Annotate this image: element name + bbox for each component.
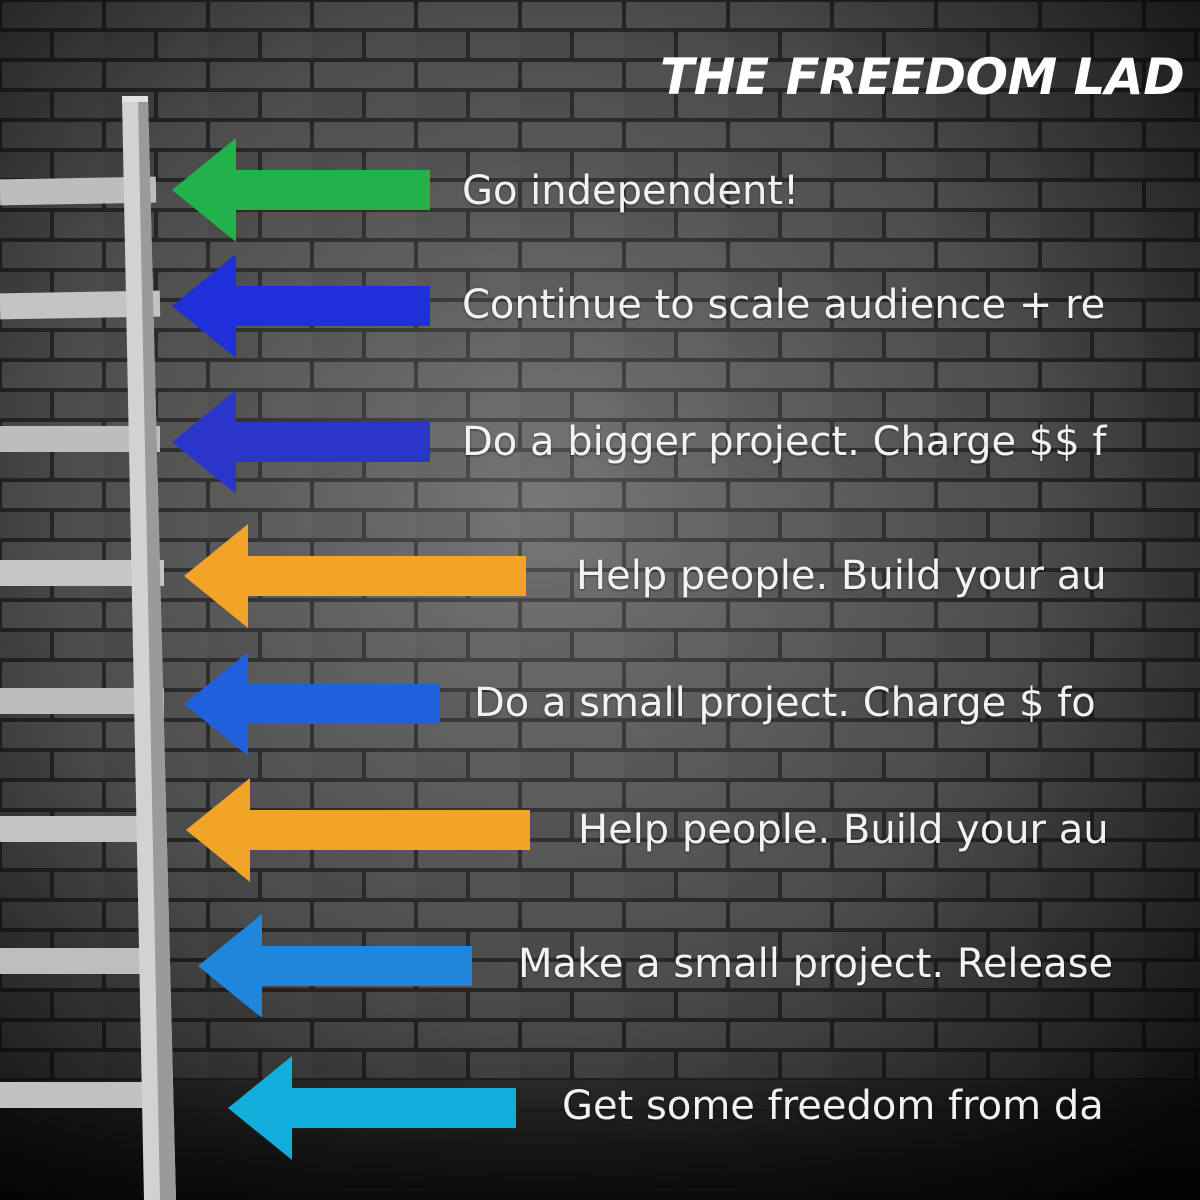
arrow-left-icon	[228, 1056, 516, 1160]
ladder-step: Continue to scale audience + re	[0, 254, 1200, 364]
step-label: Continue to scale audience + re	[462, 282, 1106, 328]
ladder-step: Make a small project. Release	[0, 914, 1200, 1024]
ladder-step: Do a bigger project. Charge $$ f	[0, 390, 1200, 500]
page-title: THE FREEDOM LAD	[660, 48, 1185, 106]
ladder	[0, 96, 176, 1200]
ladder-step: Help people. Build your au	[0, 778, 1200, 888]
arrow-left-icon	[184, 652, 440, 756]
arrow-left-icon	[184, 524, 526, 628]
ladder-step: Help people. Build your au	[0, 524, 1200, 634]
ladder-step: Go independent!	[0, 138, 1200, 248]
step-label: Help people. Build your au	[578, 807, 1109, 853]
arrow-left-icon	[172, 138, 430, 242]
step-label: Get some freedom from da	[562, 1083, 1104, 1129]
ladder-step: Get some freedom from da	[0, 1056, 1200, 1166]
arrow-left-icon	[186, 778, 530, 882]
step-label: Do a small project. Charge $ fo	[474, 680, 1096, 726]
step-label: Help people. Build your au	[576, 553, 1107, 599]
arrow-left-icon	[172, 390, 430, 494]
arrow-left-icon	[172, 254, 430, 358]
arrow-left-icon	[198, 914, 472, 1018]
ladder-step: Do a small project. Charge $ fo	[0, 652, 1200, 762]
step-label: Go independent!	[462, 168, 800, 214]
step-label: Do a bigger project. Charge $$ f	[462, 419, 1107, 465]
step-label: Make a small project. Release	[518, 941, 1114, 987]
